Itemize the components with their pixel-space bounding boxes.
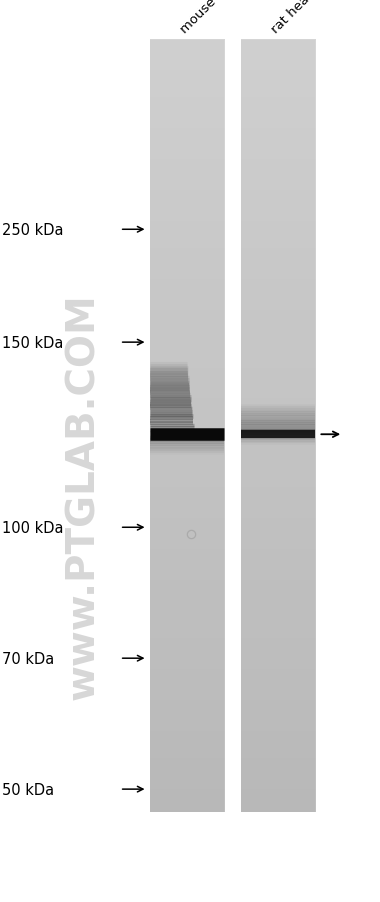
Text: 100 kDa: 100 kDa	[2, 520, 63, 535]
Bar	[150, 41, 224, 812]
Text: 150 kDa: 150 kDa	[2, 336, 63, 350]
Text: 250 kDa: 250 kDa	[2, 223, 63, 237]
Text: 70 kDa: 70 kDa	[2, 651, 54, 666]
Bar	[241, 41, 315, 812]
Text: rat heart: rat heart	[269, 0, 320, 36]
Text: 50 kDa: 50 kDa	[2, 782, 54, 796]
Text: mouse heart: mouse heart	[178, 0, 247, 36]
Text: www.PTGLAB.COM: www.PTGLAB.COM	[65, 293, 103, 699]
